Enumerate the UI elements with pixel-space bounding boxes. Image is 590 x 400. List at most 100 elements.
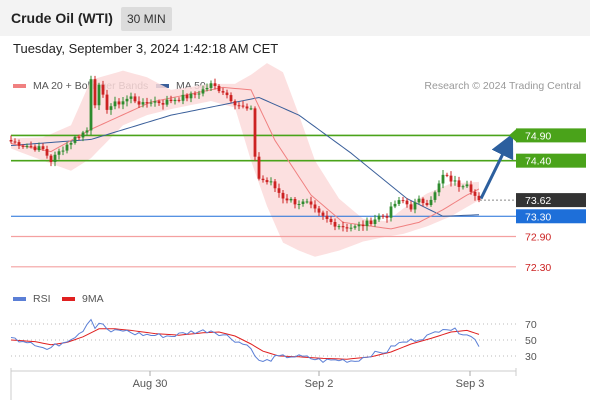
candle-body [65, 144, 69, 151]
candle-body [385, 216, 389, 218]
price-levels [11, 134, 516, 268]
candle-body [377, 215, 381, 220]
bollinger-bands [11, 63, 479, 257]
candle-body [313, 204, 317, 209]
candle-body [101, 84, 105, 95]
rsi-tick-50: 50 [525, 335, 537, 347]
candle-body [201, 89, 205, 94]
candle-body [465, 184, 469, 187]
candle-body [449, 175, 453, 182]
candle-body [133, 96, 137, 102]
candle-body [169, 99, 173, 102]
candle-body [289, 198, 293, 201]
candle-body [57, 151, 61, 155]
candle-body [173, 99, 177, 102]
candle-body [469, 184, 473, 192]
chart-datetime: Tuesday, September 3, 2024 1:42:18 AM CE… [13, 41, 279, 56]
candle-body [277, 188, 281, 193]
candle-body [457, 180, 461, 187]
candle-body [405, 200, 409, 205]
resistance-label-pointer [509, 128, 517, 143]
bollinger-band-area [11, 63, 479, 257]
current-price-label-box [516, 193, 586, 208]
x-tick-label: Aug 30 [133, 378, 168, 390]
candle-body [401, 200, 405, 202]
candle-body [177, 99, 181, 101]
candle-body [161, 103, 165, 105]
candle-body [229, 95, 233, 102]
rsi-ma-swatch [62, 297, 75, 301]
candle-body [309, 201, 313, 205]
resistance-label-1-text: 74.90 [525, 130, 551, 142]
candle-body [273, 181, 277, 189]
instrument-title: Crude Oil (WTI) [11, 10, 113, 26]
candle-body [121, 101, 125, 105]
candle-body [69, 142, 73, 145]
candle-body [269, 181, 273, 183]
time-axis: Aug 30 Sep 2 Sep 3 [10, 368, 517, 400]
x-tick-label: Sep 3 [456, 378, 485, 390]
candle-body [209, 83, 213, 88]
resistance-label-1: 74.90 [516, 128, 586, 143]
candle-body [333, 222, 337, 227]
candle-body [81, 132, 85, 138]
resistance-label-2-text: 74.40 [525, 156, 551, 168]
candle-body [253, 108, 257, 157]
legend-label-9ma: 9MA [82, 293, 104, 305]
candle-body [477, 195, 481, 201]
candle-body [249, 108, 253, 110]
candle-body [53, 154, 57, 162]
candle-body [105, 94, 109, 110]
candle-body [265, 180, 269, 183]
rsi-tick-70: 70 [525, 319, 537, 331]
legend-9ma: 9MA [62, 293, 104, 305]
candle-body [125, 98, 129, 102]
candle-body [325, 215, 329, 219]
candle-body [157, 101, 161, 104]
legend-label-rsi: RSI [33, 293, 51, 305]
candle-body [297, 204, 301, 206]
candle-body [441, 174, 445, 184]
candle-body [461, 186, 465, 188]
current-price-label-text: 73.62 [525, 195, 551, 207]
candle-body [433, 192, 437, 200]
candle-body [361, 224, 365, 227]
candle-body [113, 101, 117, 107]
candle-body [245, 106, 249, 109]
candle-body [421, 198, 425, 204]
rsi-ma-line [10, 328, 480, 360]
candle-body [153, 101, 157, 103]
candle-body [241, 105, 245, 107]
candle-body [373, 219, 377, 224]
candle-body [341, 226, 345, 228]
forecast-arrow-line [479, 133, 514, 200]
candle-body [37, 146, 41, 151]
moving-averages [10, 86, 480, 230]
candle-body [293, 198, 297, 205]
candle-body [33, 146, 37, 151]
current-price-label: 73.62 [516, 193, 586, 208]
ma20-swatch [13, 84, 26, 88]
candle-body [381, 215, 385, 217]
candle-body [9, 139, 13, 142]
candle-body [413, 202, 417, 210]
candle-body [257, 156, 261, 179]
candle-body [197, 93, 201, 95]
candle-body [301, 201, 305, 205]
timeframe-badge[interactable]: 30 MIN [121, 7, 172, 31]
candle-body [429, 199, 433, 206]
candle-body [17, 142, 21, 146]
candle-body [345, 227, 349, 229]
candle-body [225, 92, 229, 96]
candle-body [109, 106, 113, 110]
candle-body [233, 101, 237, 106]
candle-body [369, 220, 373, 224]
pivot-label-text: 73.30 [525, 211, 551, 223]
candle-body [357, 224, 361, 227]
legend-rsi: RSI [13, 293, 51, 305]
candle-body [389, 206, 393, 218]
candle-body [25, 145, 29, 147]
candle-body [185, 94, 189, 99]
candle-body [21, 145, 25, 147]
candle-body [221, 91, 225, 93]
